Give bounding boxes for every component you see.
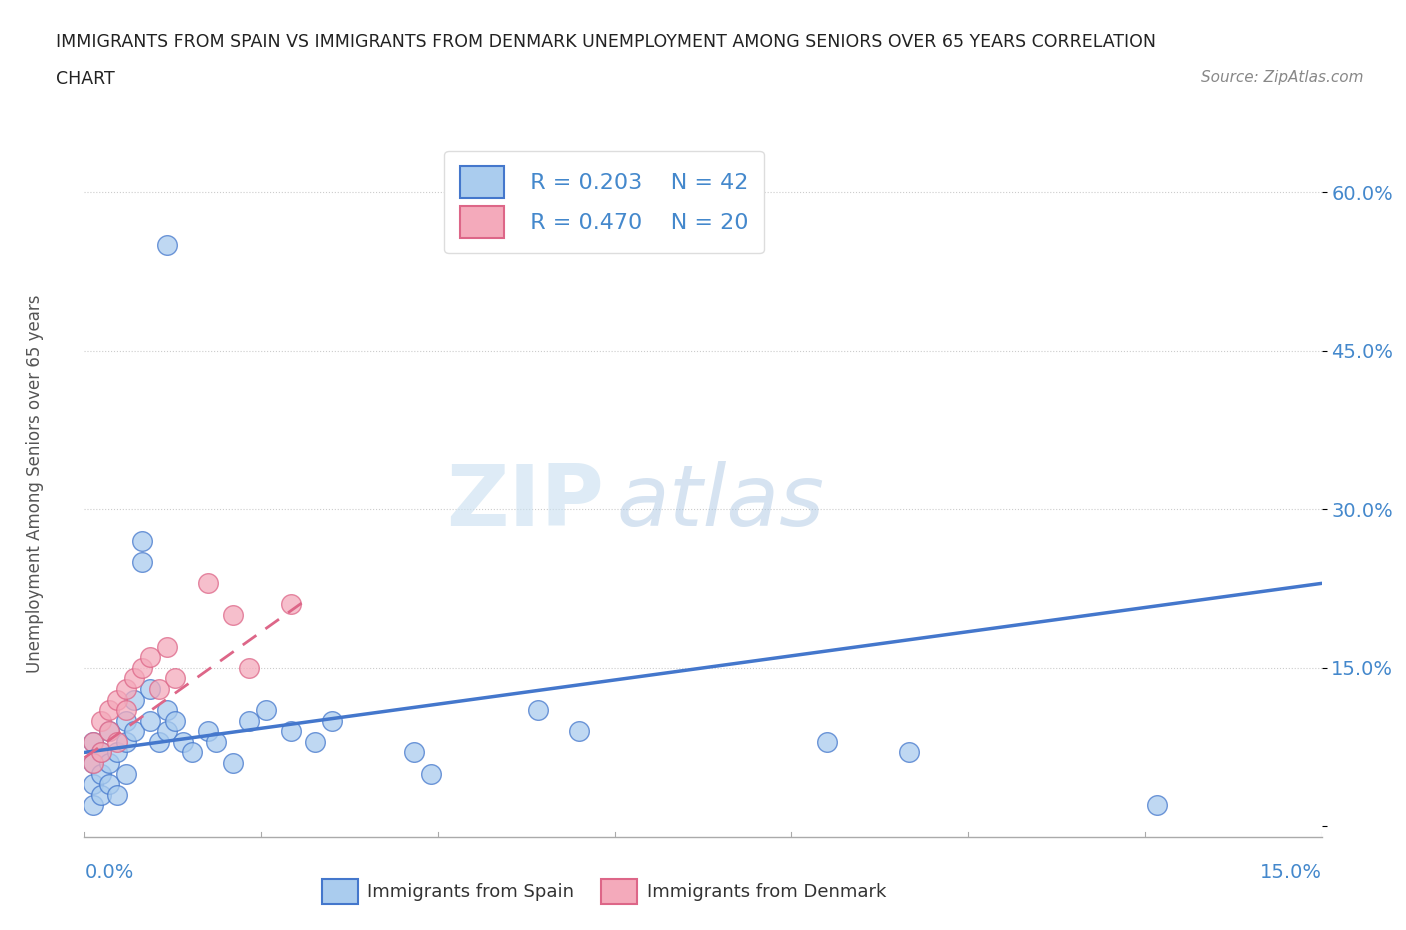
Point (815, 735, 838, 750)
Point (139, 650, 162, 665)
Point (90, 745, 112, 760)
Point (114, 682, 136, 697)
Point (156, 238, 179, 253)
Point (527, 703, 550, 718)
Point (238, 660, 260, 675)
Point (98, 724, 121, 738)
Point (180, 745, 202, 760)
Point (222, 755, 245, 770)
Point (419, 766, 441, 781)
Point (122, 724, 145, 738)
Point (165, 713, 187, 728)
Point (114, 703, 136, 718)
Text: ZIP: ZIP (446, 460, 605, 544)
Point (156, 639, 179, 654)
Point (156, 724, 179, 738)
Text: 0.0%: 0.0% (84, 863, 134, 883)
Point (304, 735, 326, 750)
Legend: Immigrants from Spain, Immigrants from Denmark: Immigrants from Spain, Immigrants from D… (315, 871, 893, 911)
Point (82, 735, 104, 750)
Point (238, 713, 260, 728)
Text: 15.0%: 15.0% (1260, 863, 1322, 883)
Point (156, 703, 179, 718)
Point (148, 682, 170, 697)
Point (1146, 798, 1168, 813)
Point (898, 745, 921, 760)
Point (82, 755, 104, 770)
Point (139, 682, 162, 697)
Point (114, 735, 136, 750)
Point (254, 703, 277, 718)
Point (90, 745, 112, 760)
Point (98, 755, 121, 770)
Point (131, 534, 153, 549)
Point (122, 671, 145, 686)
Point (222, 607, 245, 622)
Point (105, 788, 128, 803)
Point (280, 597, 302, 612)
Text: CHART: CHART (56, 70, 115, 87)
Point (98, 777, 121, 791)
Point (105, 735, 128, 750)
Point (82, 735, 104, 750)
Text: Unemployment Among Seniors over 65 years: Unemployment Among Seniors over 65 years (27, 295, 44, 672)
Point (165, 671, 187, 686)
Point (90, 766, 112, 781)
Point (82, 798, 104, 813)
Point (82, 777, 104, 791)
Point (90, 788, 112, 803)
Point (280, 724, 302, 738)
Point (105, 692, 128, 707)
Point (114, 766, 136, 781)
Point (82, 755, 104, 770)
Point (122, 692, 145, 707)
Point (114, 713, 136, 728)
Text: Source: ZipAtlas.com: Source: ZipAtlas.com (1201, 70, 1364, 85)
Point (131, 555, 153, 570)
Point (98, 703, 121, 718)
Point (105, 745, 128, 760)
Point (321, 713, 343, 728)
Point (139, 713, 162, 728)
Point (172, 735, 194, 750)
Point (131, 660, 153, 675)
Point (197, 576, 219, 591)
Text: IMMIGRANTS FROM SPAIN VS IMMIGRANTS FROM DENMARK UNEMPLOYMENT AMONG SENIORS OVER: IMMIGRANTS FROM SPAIN VS IMMIGRANTS FROM… (56, 33, 1156, 50)
Point (205, 735, 228, 750)
Point (90, 713, 112, 728)
Point (404, 745, 426, 760)
Point (98, 724, 121, 738)
Point (568, 724, 591, 738)
Point (197, 724, 219, 738)
Text: atlas: atlas (616, 460, 824, 544)
Point (148, 735, 170, 750)
